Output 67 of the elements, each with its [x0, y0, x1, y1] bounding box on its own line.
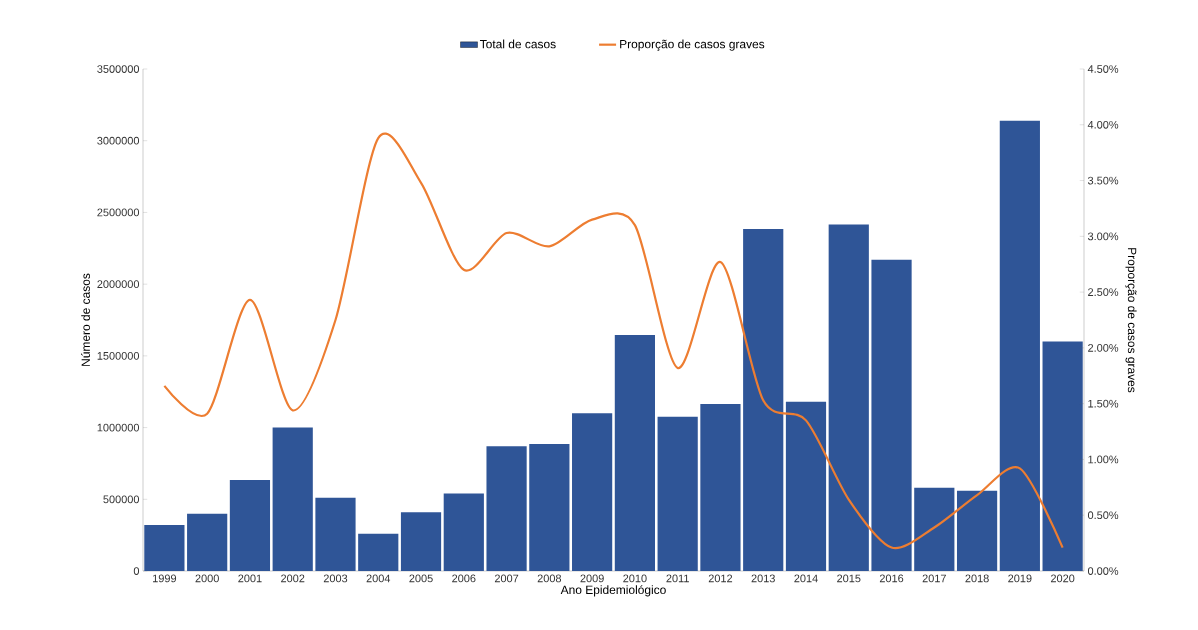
x-tick-label: 2003 — [323, 574, 348, 583]
bar — [144, 525, 185, 571]
x-tick-label: 2011 — [666, 574, 689, 583]
y2-tick-label: 3.50% — [1087, 176, 1119, 185]
x-tick-label: 2019 — [1008, 574, 1032, 583]
bar — [529, 444, 570, 571]
x-tick-label: 2004 — [366, 574, 391, 583]
bar — [700, 403, 741, 571]
legend-label: Total de casos — [479, 39, 556, 49]
bar — [999, 120, 1040, 571]
bar — [1042, 341, 1083, 571]
x-axis-title: Ano Epidemiológico — [560, 585, 666, 597]
bar — [828, 224, 869, 571]
x-tick-label: 2001 — [238, 574, 262, 583]
x-tick-label: 2002 — [281, 574, 305, 583]
bar — [572, 413, 613, 571]
y2-axis-title: Proporção de casos graves — [1125, 248, 1137, 393]
bar — [657, 416, 698, 571]
y-tick-label: 2000000 — [97, 280, 140, 289]
bar — [785, 401, 827, 571]
x-tick-label: 2006 — [452, 574, 476, 583]
bar — [229, 479, 271, 571]
x-tick-label: 2000 — [195, 574, 219, 583]
bar — [443, 493, 484, 571]
x-tick-label: 2008 — [537, 574, 562, 583]
x-tick-label: 2012 — [708, 574, 733, 583]
bar — [400, 512, 442, 571]
y2-tick-label: 3.00% — [1087, 232, 1119, 241]
bar — [871, 259, 912, 571]
y-tick-label: 1000000 — [97, 423, 140, 432]
x-tick-label: 2010 — [623, 574, 647, 583]
x-tick-label: 2014 — [794, 574, 818, 583]
y2-tick-label: 0.50% — [1087, 511, 1119, 520]
bar — [956, 490, 998, 571]
bar — [272, 427, 313, 571]
x-tick-label: 1999 — [153, 574, 177, 583]
x-tick-label: 2018 — [965, 574, 989, 583]
y-tick-label: 3000000 — [97, 136, 140, 145]
x-tick-label: 2009 — [580, 574, 604, 583]
y2-tick-label: 0.00% — [1087, 567, 1119, 575]
x-tick-label: 2005 — [409, 574, 433, 583]
x-tick-label: 2020 — [1050, 574, 1075, 583]
legend-label: Proporção de casos graves — [620, 39, 765, 51]
y-tick-label: 0 — [133, 567, 140, 575]
bar — [914, 487, 955, 571]
bar — [486, 446, 527, 571]
y-tick-label: 1500000 — [97, 351, 140, 360]
bar — [358, 533, 399, 571]
y2-tick-label: 2.00% — [1088, 344, 1119, 352]
bar — [743, 228, 784, 571]
y-tick-label: 3500000 — [97, 65, 140, 73]
y-axis-title: Número de casos — [81, 273, 90, 366]
x-tick-label: 2007 — [494, 574, 519, 583]
x-tick-label: 2017 — [922, 574, 946, 583]
x-tick-label: 2016 — [879, 574, 904, 583]
x-tick-label: 2013 — [751, 574, 775, 583]
y2-tick-label: 2.50% — [1088, 288, 1119, 296]
y-tick-label: 500000 — [103, 495, 140, 504]
bar — [315, 497, 356, 571]
bar — [614, 335, 655, 571]
y2-tick-label: 1.00% — [1088, 455, 1119, 464]
y-tick-label: 2500000 — [97, 208, 140, 217]
y2-tick-label: 4.50% — [1087, 65, 1119, 73]
bar — [187, 513, 228, 571]
x-tick-label: 2015 — [837, 574, 861, 583]
y2-tick-label: 1.50% — [1088, 399, 1119, 408]
y2-tick-label: 4.00% — [1087, 120, 1119, 129]
